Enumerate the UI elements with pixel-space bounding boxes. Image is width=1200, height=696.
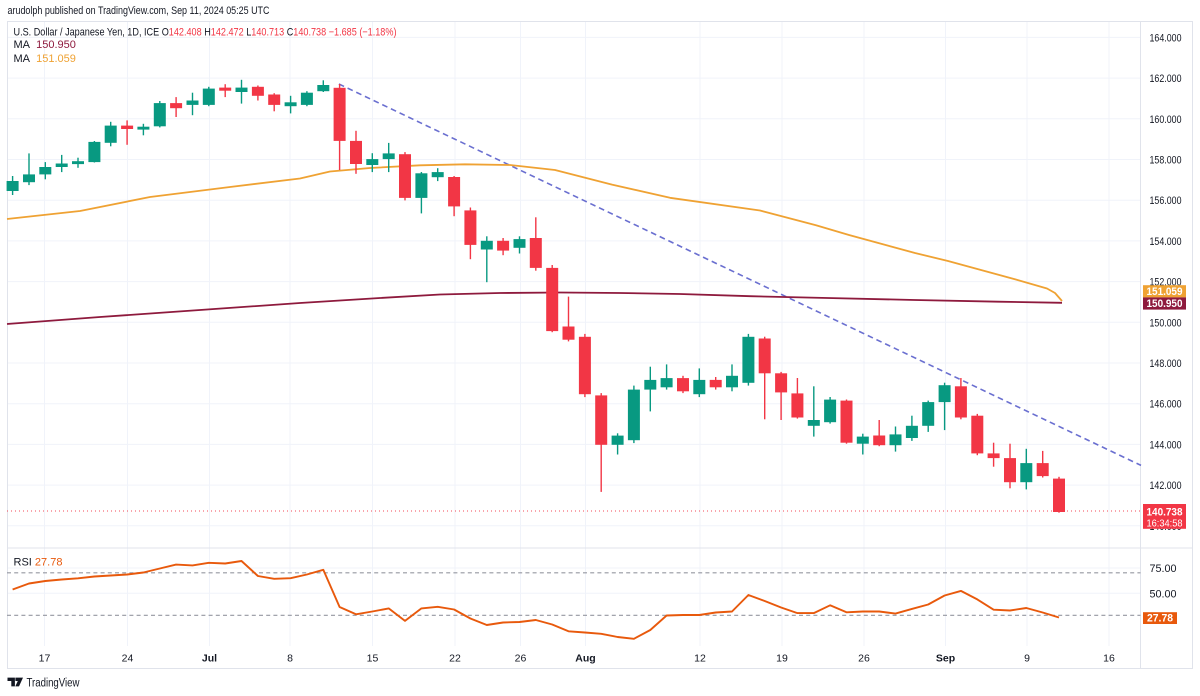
svg-text:156.000: 156.000 bbox=[1150, 195, 1182, 207]
svg-text:162.000: 162.000 bbox=[1150, 73, 1182, 85]
svg-text:9: 9 bbox=[1024, 653, 1030, 665]
svg-text:27.78: 27.78 bbox=[1147, 613, 1173, 625]
svg-text:22: 22 bbox=[449, 653, 461, 665]
svg-text:140.738: 140.738 bbox=[1147, 506, 1183, 518]
svg-text:MA 151.059: MA 151.059 bbox=[14, 53, 76, 65]
svg-text:151.059: 151.059 bbox=[1147, 286, 1183, 298]
svg-text:12: 12 bbox=[694, 653, 706, 665]
svg-text:arudolph published on TradingV: arudolph published on TradingView.com, S… bbox=[8, 5, 270, 17]
svg-text:146.000: 146.000 bbox=[1150, 399, 1182, 411]
svg-text:Sep: Sep bbox=[936, 653, 955, 665]
svg-text:142.000: 142.000 bbox=[1150, 480, 1182, 492]
svg-text:154.000: 154.000 bbox=[1150, 236, 1182, 248]
svg-text:16: 16 bbox=[1103, 653, 1115, 665]
svg-text:RSI 27.78: RSI 27.78 bbox=[14, 557, 63, 569]
svg-text:Aug: Aug bbox=[575, 653, 595, 665]
svg-text:26: 26 bbox=[858, 653, 870, 665]
svg-text:144.000: 144.000 bbox=[1150, 439, 1182, 451]
svg-text:17: 17 bbox=[39, 653, 51, 665]
svg-text:U.S. Dollar / Japanese Yen, 1D: U.S. Dollar / Japanese Yen, 1D, ICE O142… bbox=[14, 27, 397, 39]
svg-text:24: 24 bbox=[122, 653, 134, 665]
svg-text:50.00: 50.00 bbox=[1150, 588, 1177, 600]
svg-text:TradingView: TradingView bbox=[27, 678, 81, 690]
svg-text:148.000: 148.000 bbox=[1150, 358, 1182, 370]
svg-text:158.000: 158.000 bbox=[1150, 155, 1182, 167]
svg-text:160.000: 160.000 bbox=[1150, 114, 1182, 126]
svg-text:19: 19 bbox=[776, 653, 788, 665]
svg-text:150.000: 150.000 bbox=[1150, 317, 1182, 329]
svg-text:164.000: 164.000 bbox=[1150, 32, 1182, 44]
svg-text:8: 8 bbox=[287, 653, 293, 665]
svg-text:26: 26 bbox=[515, 653, 527, 665]
svg-text:Jul: Jul bbox=[202, 653, 217, 665]
svg-text:150.950: 150.950 bbox=[1147, 298, 1183, 310]
svg-text:MA 150.950: MA 150.950 bbox=[14, 39, 76, 51]
svg-text:15: 15 bbox=[367, 653, 379, 665]
svg-text:16:34:58: 16:34:58 bbox=[1147, 517, 1183, 529]
svg-text:75.00: 75.00 bbox=[1150, 563, 1177, 575]
